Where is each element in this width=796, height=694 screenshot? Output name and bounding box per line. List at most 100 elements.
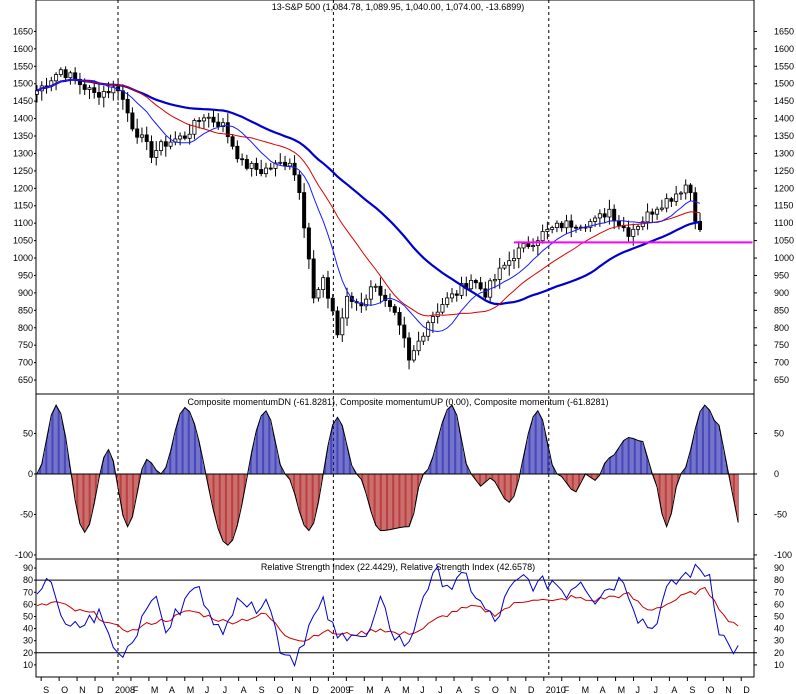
candle-132: [664, 193, 669, 213]
x-label-20: M: [402, 685, 410, 694]
price-tick-left-800: 800: [18, 323, 33, 333]
momentum-tick-left-0: 0: [28, 469, 33, 479]
candle-110: [559, 220, 564, 232]
candle-48: [263, 162, 268, 178]
candle-79: [411, 345, 416, 363]
candle-64: [340, 308, 345, 342]
momentum-tick-right-0: 0: [774, 469, 779, 479]
rsi-tick-left-60: 60: [23, 599, 33, 609]
price-tick-left-1500: 1500: [13, 79, 33, 89]
candle-129: [650, 208, 655, 223]
candle-4: [54, 72, 59, 91]
candle-124: [626, 220, 631, 242]
price-tick-left-1250: 1250: [13, 166, 33, 176]
price-tick-right-1000: 1000: [774, 253, 794, 263]
candle-9: [77, 72, 82, 95]
candle-119: [602, 208, 607, 224]
candle-75: [392, 304, 397, 316]
price-tick-right-1150: 1150: [774, 201, 793, 211]
candle-5: [58, 67, 63, 77]
rsi-tick-right-80: 80: [774, 575, 784, 585]
price-tick-left-1600: 1600: [13, 44, 33, 54]
price-tick-right-900: 900: [774, 288, 789, 298]
x-label-15: D: [312, 685, 319, 694]
candle-27: [163, 135, 168, 157]
price-tick-left-1300: 1300: [13, 148, 33, 158]
candle-68: [359, 292, 364, 313]
candle-20: [130, 107, 135, 132]
price-tick-right-1450: 1450: [774, 96, 794, 106]
candle-72: [378, 277, 383, 304]
candle-85: [440, 298, 445, 315]
candle-82: [426, 320, 431, 342]
price-tick-left-750: 750: [18, 340, 33, 350]
x-label-2: N: [79, 685, 86, 694]
candle-116: [588, 218, 593, 232]
price-tick-left-900: 900: [18, 288, 33, 298]
candle-123: [621, 216, 626, 232]
rsi-axis-right: 10 20 30 40 50 60 70 80 90: [754, 563, 784, 670]
candle-135: [678, 190, 683, 201]
candle-109: [554, 220, 559, 233]
rsi-fast-line: [36, 563, 739, 668]
price-tick-right-1550: 1550: [774, 61, 794, 71]
candle-41: [230, 134, 235, 150]
year-divider-lines: [117, 0, 550, 677]
price-tick-right-800: 800: [774, 323, 789, 333]
candle-77: [402, 316, 407, 348]
candle-137: [688, 183, 693, 202]
price-axis-right: 650 700 750 800 850 900 950 1000 1050 1100 1150 120…: [754, 26, 794, 385]
price-tick-right-1400: 1400: [774, 114, 794, 124]
price-tick-right-1300: 1300: [774, 148, 794, 158]
x-label-0: S: [43, 685, 49, 694]
x-label-32: M: [618, 685, 626, 694]
price-tick-left-1050: 1050: [13, 236, 33, 246]
candle-120: [607, 199, 612, 225]
momentum-tick-right--50: -50: [774, 509, 787, 519]
price-panel-title: 13-S&P 500 (1,084.78, 1,089.95, 1,040.00…: [272, 2, 525, 12]
rsi-tick-right-90: 90: [774, 563, 784, 573]
candle-112: [569, 214, 574, 238]
panel-frames: [35, 0, 755, 678]
price-tick-left-1350: 1350: [13, 131, 33, 141]
candle-67: [354, 298, 359, 311]
candle-49: [268, 162, 273, 171]
price-tick-right-1100: 1100: [774, 218, 793, 228]
x-label-36: S: [689, 685, 695, 694]
candle-122: [616, 215, 621, 230]
candle-131: [659, 199, 664, 212]
candle-88: [454, 290, 459, 302]
momentum-line: [36, 404, 739, 546]
candle-87: [449, 287, 454, 303]
candle-73: [383, 288, 388, 307]
x-label-3: D: [97, 685, 104, 694]
panel-frame-1: [35, 0, 755, 395]
x-label-6: M: [151, 685, 159, 694]
candle-101: [516, 241, 521, 269]
price-tick-right-1200: 1200: [774, 183, 794, 193]
x-label-8: M: [187, 685, 195, 694]
candle-96: [492, 273, 497, 289]
candle-52: [283, 155, 288, 171]
x-label-31: A: [600, 685, 606, 694]
candle-91: [469, 274, 474, 292]
candle-51: [278, 153, 283, 165]
candle-108: [550, 225, 555, 234]
price-tick-right-1350: 1350: [774, 131, 794, 141]
x-label-10: J: [223, 685, 228, 694]
candle-76: [397, 307, 402, 335]
x-label-17: F: [348, 685, 354, 694]
candle-121: [612, 204, 617, 230]
x-label-9: J: [205, 685, 210, 694]
moving-average-mid-line: [36, 79, 701, 317]
candle-100: [512, 249, 517, 269]
candle-134: [674, 185, 679, 206]
momentum-panel-title: Composite momentumDN (-61.8281), Composi…: [188, 397, 609, 407]
candle-33: [192, 118, 197, 140]
candle-23: [144, 126, 149, 151]
momentum-tick-right--100: -100: [774, 550, 792, 560]
x-label-12: S: [259, 685, 265, 694]
candle-92: [473, 278, 478, 289]
candle-19: [125, 92, 130, 122]
